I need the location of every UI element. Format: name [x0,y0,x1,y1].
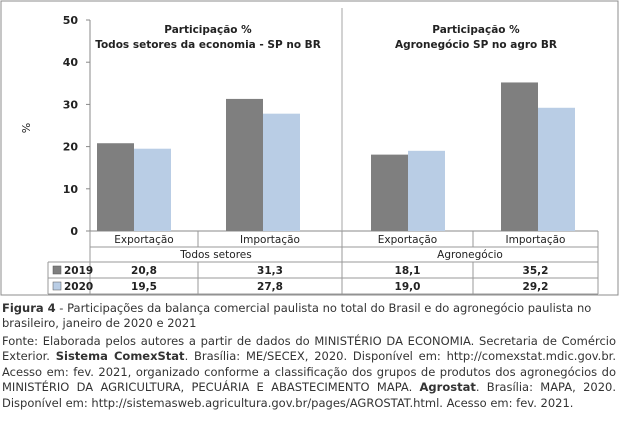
data-label: 19,5 [131,281,157,293]
data-label: 35,2 [523,265,549,277]
group-label: Todos setores [179,249,251,261]
y-tick-label: 10 [63,183,79,196]
data-label: 19,0 [395,281,421,293]
chart-figure: 0 10 20 30 40 50 % Participação % Todos setor… [0,0,619,296]
legend-label-2020: 2020 [64,281,93,293]
source-comexstat: Sistema ComexStat [55,349,185,364]
source-text-c: . Brasília: ME/SECEX, 2020. Disponível e… [2,349,616,395]
source-text-a: Fonte: Elaborada pelos autores a partir … [2,334,616,364]
figure-caption: Figura 4 - Participações da balança come… [2,301,616,332]
x-tick-label: Importação [240,234,300,246]
bar-2019-2 [226,98,263,231]
x-tick-label: Exportação [114,234,173,246]
data-label: 20,8 [131,265,157,277]
figure-label: Figura 4 [2,301,56,315]
bar-2020-4 [538,107,575,231]
data-label: 27,8 [257,281,283,293]
x-tick-label: Importação [506,234,566,246]
group-label: Agronegócio [437,249,503,261]
figure-caption-text: - Participações da balança comercial pau… [2,301,592,331]
legend-swatch-2019 [52,265,62,275]
legend-label-2019: 2019 [64,265,93,277]
panel-2-title-line1: Participação % [432,24,520,36]
panel-1-title-line2: Todos setores da economia - SP no BR [95,39,321,51]
panel-1-title-line1: Participação % [164,24,252,36]
panel-2-title-line2: Agronegócio SP no agro BR [395,39,557,51]
y-axis: 0 10 20 30 40 50 [63,14,598,238]
bar-2020-2 [263,113,300,231]
legend-swatch-2020 [52,281,62,291]
figure-border [0,0,619,296]
y-axis-label: % [20,123,33,133]
y-tick-label: 0 [70,225,78,238]
y-tick-label: 20 [63,141,79,154]
bar-2019-1 [97,143,134,231]
y-tick-label: 30 [63,98,79,111]
data-label: 29,2 [523,281,549,293]
y-tick-label: 40 [63,56,79,69]
source-agrostat: Agrostat [419,380,476,395]
y-tick-label: 50 [63,14,79,27]
x-tick-label: Exportação [378,234,437,246]
data-table: Exportação Importação Todos setores Exporta… [47,231,599,295]
bar-2020-3 [408,150,445,231]
bar-2019-4 [501,82,538,232]
source-text-e: . Brasília: MAPA, 2020. Disponível em: h… [2,380,617,410]
data-label: 31,3 [257,265,283,277]
bars-layer [97,82,575,232]
source-note: Fonte: Elaborada pelos autores a partir … [2,334,616,411]
data-label: 18,1 [395,265,421,277]
bar-2019-3 [371,154,408,231]
bar-2020-1 [134,148,171,231]
